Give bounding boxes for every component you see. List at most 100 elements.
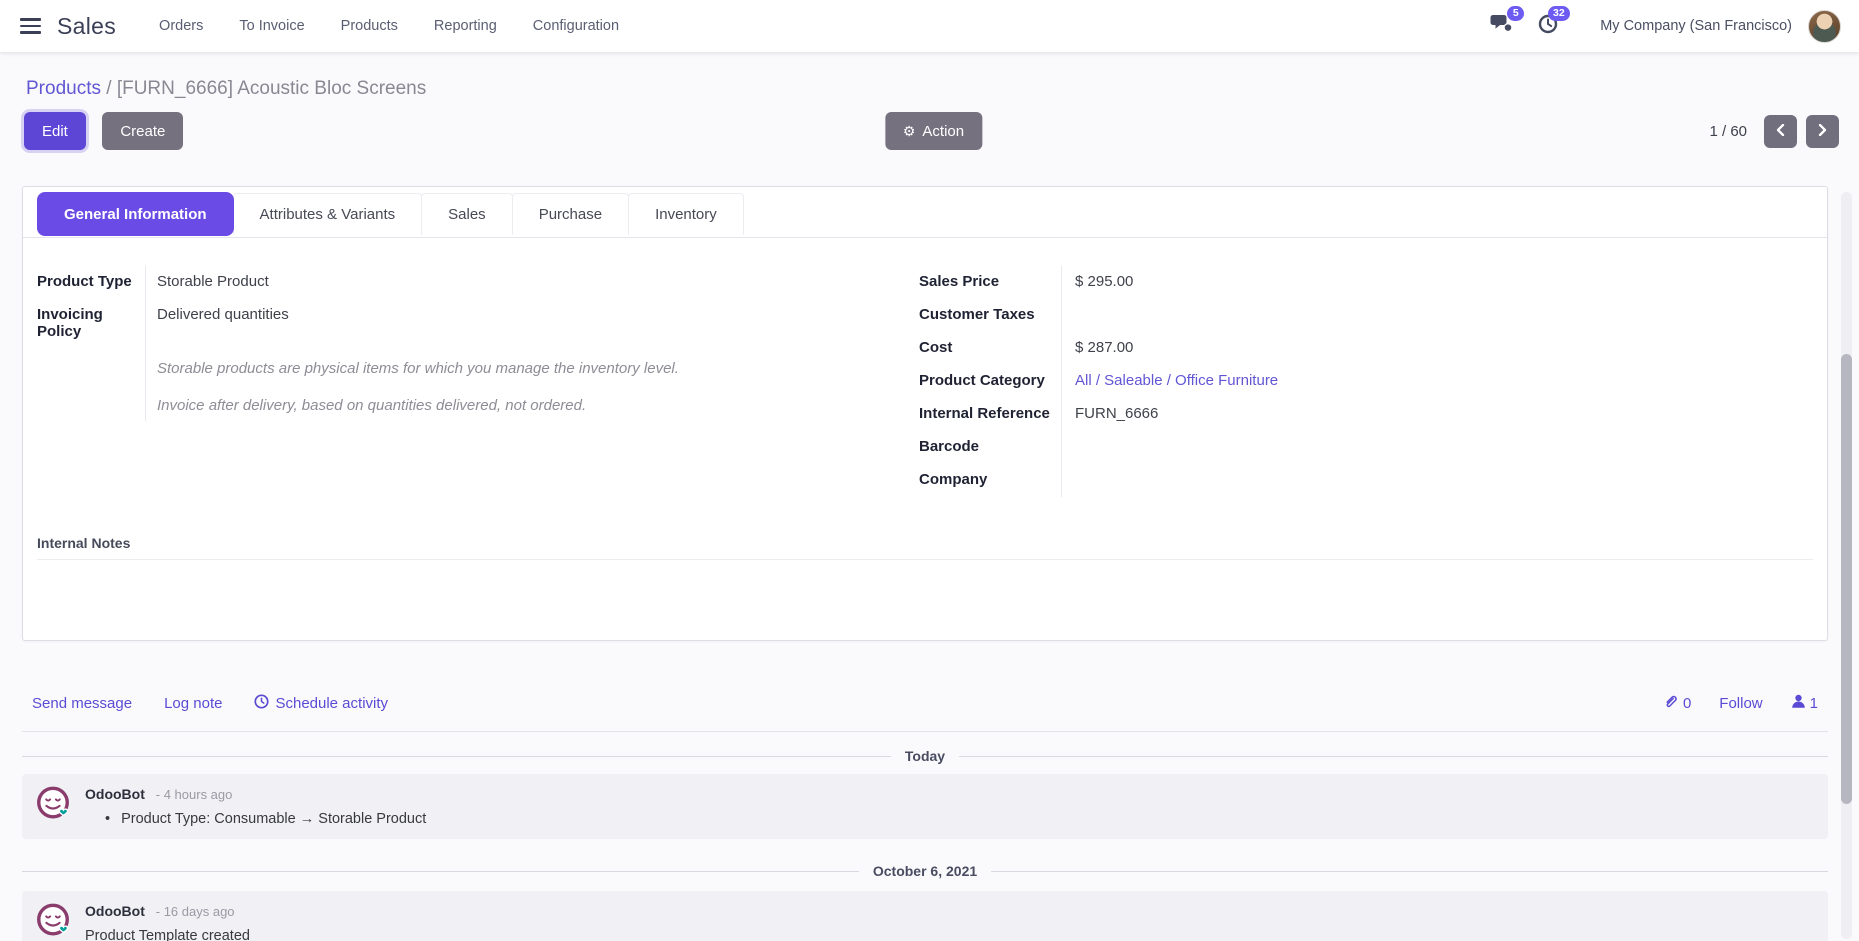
- field-label-product-type: Product Type: [37, 273, 132, 290]
- chatter-toolbar: Send message Log note Schedule activity …: [22, 685, 1828, 732]
- chatter-toolbar-right: 0 Follow 1: [1663, 693, 1818, 713]
- edit-button[interactable]: Edit: [24, 112, 86, 150]
- message-body: Product Type: Consumable → Storable Prod…: [85, 811, 426, 827]
- clock-icon: [1538, 14, 1558, 38]
- notebook-tabs: General Information Attributes & Variant…: [23, 187, 1827, 238]
- vertical-scrollbar[interactable]: [1841, 192, 1852, 939]
- chatter-message: OdooBot - 16 days ago Product Template c…: [22, 891, 1828, 941]
- date-divider-label: Today: [904, 748, 946, 764]
- control-panel-buttons: Edit Create ⚙ Action 1 / 60: [24, 112, 1843, 152]
- internal-notes-section: Internal Notes: [37, 535, 1813, 560]
- odoobot-avatar: [34, 901, 72, 939]
- tab-attributes-variants[interactable]: Attributes & Variants: [232, 193, 423, 235]
- send-message-button[interactable]: Send message: [32, 694, 133, 712]
- chatter: Send message Log note Schedule activity …: [22, 685, 1829, 941]
- field-label-sales-price: Sales Price: [919, 273, 1000, 290]
- schedule-activity-label: Schedule activity: [275, 694, 389, 712]
- message-content: OdooBot - 16 days ago Product Template c…: [85, 901, 250, 941]
- form-group-right: Sales Price $ 295.00 Customer Taxes Cost…: [919, 266, 1813, 497]
- field-label-barcode: Barcode: [919, 438, 980, 455]
- tab-inventory[interactable]: Inventory: [628, 193, 744, 235]
- field-label-cost: Cost: [919, 339, 953, 356]
- activities-menu[interactable]: 32: [1530, 5, 1571, 44]
- message-author[interactable]: OdooBot: [85, 903, 145, 919]
- field-value-invoicing-policy: Delivered quantities: [145, 299, 919, 347]
- chevron-right-icon: [1818, 123, 1827, 139]
- breadcrumb: Products / [FURN_6666] Acoustic Bloc Scr…: [26, 78, 1843, 100]
- menu-item-reporting[interactable]: Reporting: [433, 18, 497, 34]
- attachments-button[interactable]: 0: [1663, 693, 1691, 713]
- field-label-company: Company: [919, 471, 988, 488]
- follow-button[interactable]: Follow: [1719, 694, 1763, 712]
- field-label-customer-taxes: Customer Taxes: [919, 306, 1035, 323]
- breadcrumb-current: [FURN_6666] Acoustic Bloc Screens: [116, 78, 427, 99]
- chatter-message: OdooBot - 4 hours ago Product Type: Cons…: [22, 774, 1828, 839]
- menu-item-orders[interactable]: Orders: [159, 18, 204, 34]
- date-divider-label: October 6, 2021: [872, 863, 978, 879]
- user-avatar[interactable]: [1808, 9, 1841, 43]
- create-button[interactable]: Create: [102, 112, 184, 150]
- internal-notes-label: Internal Notes: [37, 535, 131, 551]
- field-label-invoicing-policy: Invoicing Policy: [37, 306, 103, 340]
- gear-icon: ⚙: [902, 123, 916, 139]
- action-button[interactable]: ⚙ Action: [884, 112, 983, 150]
- help-text-invoicing: Invoice after delivery, based on quantit…: [145, 384, 919, 421]
- general-information-panel: Product Type Storable Product Invoicing …: [23, 238, 1827, 497]
- internal-notes-area[interactable]: [23, 560, 1827, 640]
- clock-icon: [254, 693, 270, 713]
- field-label-internal-reference: Internal Reference: [919, 405, 1050, 422]
- menu-item-products[interactable]: Products: [340, 18, 398, 34]
- field-value-cost: $ 287.00: [1061, 332, 1813, 365]
- messages-badge: 5: [1507, 5, 1525, 22]
- company-selector[interactable]: My Company (San Francisco): [1600, 18, 1792, 34]
- odoobot-avatar: [34, 784, 72, 822]
- chat-bubbles-icon: [1490, 14, 1513, 38]
- tab-sales[interactable]: Sales: [421, 193, 513, 235]
- form-sheet: General Information Attributes & Variant…: [22, 186, 1828, 641]
- message-timestamp: - 4 hours ago: [155, 787, 233, 802]
- page-content: Products / [FURN_6666] Acoustic Bloc Scr…: [0, 78, 1859, 941]
- followers-count: 1: [1809, 694, 1818, 712]
- followers-button[interactable]: 1: [1791, 694, 1818, 712]
- app-name[interactable]: Sales: [57, 12, 117, 39]
- message-body: Product Template created: [85, 928, 250, 941]
- date-divider-today: Today: [22, 748, 1829, 764]
- field-value-internal-reference: FURN_6666: [1061, 398, 1813, 431]
- field-value-sales-price: $ 295.00: [1061, 266, 1813, 299]
- breadcrumb-parent[interactable]: Products: [26, 78, 101, 99]
- field-value-product-type: Storable Product: [145, 266, 919, 299]
- field-label-product-category: Product Category: [919, 372, 1045, 389]
- message-timestamp: - 16 days ago: [155, 904, 235, 919]
- action-button-label: Action: [922, 122, 965, 140]
- pager-next-button[interactable]: [1806, 115, 1839, 148]
- person-icon: [1791, 694, 1806, 712]
- pager-previous-button[interactable]: [1764, 115, 1797, 148]
- form-group-left: Product Type Storable Product Invoicing …: [37, 266, 919, 497]
- main-menu: Orders To Invoice Products Reporting Con…: [144, 10, 634, 42]
- log-note-button[interactable]: Log note: [164, 694, 223, 712]
- messages-menu[interactable]: 5: [1482, 5, 1525, 44]
- schedule-activity-button[interactable]: Schedule activity: [254, 693, 389, 713]
- pager: 1 / 60: [1709, 115, 1839, 148]
- field-value-company: [1061, 464, 1813, 497]
- activities-badge: 32: [1547, 5, 1571, 22]
- field-value-product-category[interactable]: All / Saleable / Office Furniture: [1061, 365, 1813, 398]
- message-content: OdooBot - 4 hours ago Product Type: Cons…: [85, 784, 426, 827]
- field-value-customer-taxes: [1061, 299, 1813, 332]
- help-text-storable: Storable products are physical items for…: [145, 347, 919, 384]
- paperclip-icon: [1663, 693, 1679, 713]
- pager-value[interactable]: 1 / 60: [1709, 123, 1747, 140]
- message-author[interactable]: OdooBot: [85, 786, 145, 802]
- tab-purchase[interactable]: Purchase: [511, 193, 630, 235]
- date-divider-october: October 6, 2021: [22, 863, 1828, 879]
- top-navbar: Sales Orders To Invoice Products Reporti…: [0, 0, 1859, 52]
- hamburger-menu-icon[interactable]: [20, 18, 41, 34]
- field-value-barcode: [1061, 431, 1813, 464]
- chevron-left-icon: [1776, 123, 1785, 139]
- menu-item-to-invoice[interactable]: To Invoice: [239, 18, 305, 34]
- tab-general-information[interactable]: General Information: [37, 192, 234, 236]
- navbar-systray: 5 32 My Company (San Francisco): [1482, 5, 1841, 44]
- menu-item-configuration[interactable]: Configuration: [532, 18, 620, 34]
- attachments-count: 0: [1682, 694, 1692, 712]
- scrollbar-thumb[interactable]: [1841, 354, 1852, 804]
